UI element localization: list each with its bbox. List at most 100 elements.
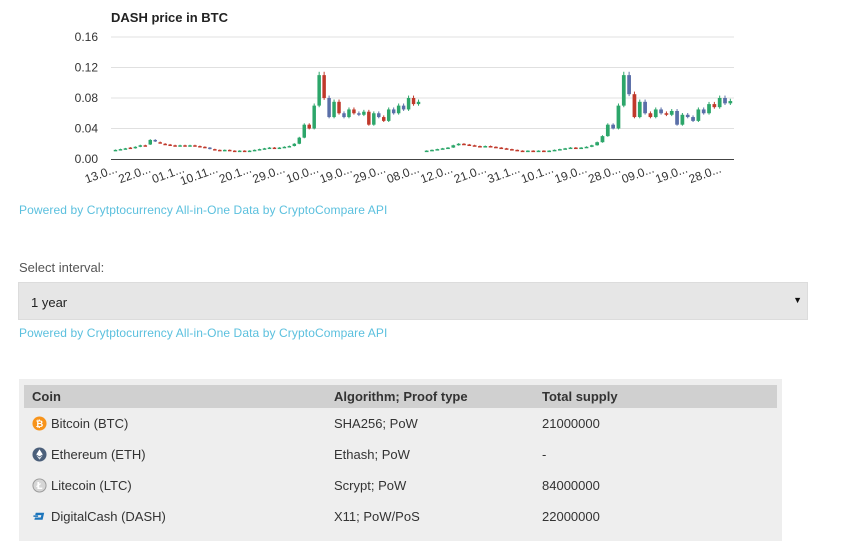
candle-body — [472, 145, 477, 147]
candle-body — [685, 114, 690, 118]
powered-by-link[interactable]: Powered by Crytptocurrency All-in-One Da… — [19, 203, 388, 217]
candle-body — [411, 98, 416, 105]
x-tick-label: 28.0... — [687, 162, 723, 187]
bitcoin-icon: ₿ — [32, 416, 47, 431]
candle-body — [362, 111, 366, 115]
table-row[interactable]: DigitalCash (DASH) X11; PoW/PoS 22000000 — [24, 501, 777, 532]
candle-body — [113, 149, 118, 152]
candle-body — [637, 101, 642, 118]
candle-body — [198, 146, 202, 148]
candle-body — [148, 139, 152, 145]
candle-body — [302, 124, 306, 138]
table-row[interactable]: Ł Litecoin (LTC) Scrypt; PoW 84000000 — [24, 470, 777, 501]
candle-body — [456, 143, 461, 146]
candle-body — [183, 145, 187, 147]
candle-body — [307, 124, 311, 129]
candle-body — [228, 149, 232, 152]
candle-body — [223, 149, 227, 152]
x-tick-label: 19.0... — [653, 162, 689, 187]
x-tick-label: 08.0... — [385, 162, 421, 187]
candle-body — [510, 149, 514, 151]
candle-body — [123, 148, 128, 150]
candle-body — [440, 148, 445, 150]
dash-icon — [33, 512, 45, 520]
candle-body — [462, 143, 466, 146]
candle-body — [382, 117, 386, 121]
header-coin: Coin — [24, 385, 326, 408]
x-tick-label: 19.0... — [318, 162, 354, 187]
candle-body — [312, 105, 316, 129]
candle-body — [648, 113, 653, 118]
coin-cell: ₿ Bitcoin (BTC) — [24, 408, 326, 439]
table-row[interactable]: ₿ Bitcoin (BTC) SHA256; PoW 21000000 — [24, 408, 777, 439]
powered-by-link-2[interactable]: Powered by Crytptocurrency All-in-One Da… — [19, 326, 388, 340]
candle-body — [728, 101, 733, 104]
candle-body — [247, 150, 252, 153]
candle-body — [188, 145, 192, 147]
candle-body — [158, 142, 162, 144]
candle-body — [494, 146, 498, 149]
candle-body — [669, 110, 674, 115]
algorithm-cell: Ethash; PoW — [334, 447, 410, 462]
candle-body — [552, 149, 557, 152]
candle-body — [367, 111, 371, 125]
candle-body — [128, 147, 133, 150]
coin-cell: Ethereum (ETH) — [24, 439, 326, 470]
candle-body — [589, 145, 594, 147]
chart-canvas: 0.160.120.080.040.0013.0...22.0...01.1..… — [75, 30, 734, 189]
candle-body — [707, 104, 711, 114]
candle-body — [143, 145, 148, 147]
candle-body — [611, 124, 615, 129]
candle-body — [257, 149, 262, 151]
x-tick-label: 22.0... — [116, 162, 152, 187]
candle-body — [712, 104, 717, 108]
candle-body — [653, 109, 658, 118]
candle-body — [282, 146, 287, 149]
candle-body — [178, 145, 182, 147]
x-tick-label: 28.0... — [586, 162, 622, 187]
candle-body — [526, 150, 530, 153]
candle-body — [386, 109, 391, 121]
y-tick-label: 0.00 — [75, 152, 99, 166]
candle-body — [292, 143, 297, 147]
x-tick-label: 10.0... — [284, 162, 320, 187]
candle-body — [701, 109, 706, 114]
candle-body — [391, 109, 396, 114]
coin-cell: Ł Litecoin (LTC) — [24, 470, 326, 501]
table-row[interactable]: Ethereum (ETH) Ethash; PoW - — [24, 439, 777, 470]
candle-body — [406, 98, 411, 110]
x-tick-label: 29.0... — [351, 162, 387, 187]
candle-body — [163, 143, 167, 146]
candle-body — [483, 146, 488, 148]
x-tick-label: 10.11... — [178, 162, 220, 189]
candle-body — [153, 139, 157, 142]
candle-body — [237, 150, 242, 153]
candle-body — [416, 101, 421, 105]
y-tick-label: 0.16 — [75, 30, 99, 44]
candle-body — [595, 142, 600, 146]
interval-label: Select interval: — [19, 260, 105, 275]
candle-body — [675, 110, 679, 125]
x-tick-label: 31.1... — [486, 162, 522, 187]
candle-body — [478, 146, 482, 148]
candle-body — [430, 149, 434, 152]
x-tick-label: 29.0... — [251, 162, 287, 187]
x-tick-label: 10.1... — [519, 162, 555, 187]
chevron-down-icon: ▼ — [793, 295, 802, 305]
candle-body — [691, 117, 695, 121]
candle-body — [632, 94, 637, 118]
candle-body — [557, 149, 562, 151]
algorithm-cell: X11; PoW/PoS — [334, 509, 420, 524]
candle-body — [173, 145, 177, 147]
litecoin-icon: Ł — [32, 478, 47, 493]
x-tick-label: 19.0... — [553, 162, 589, 187]
y-tick-label: 0.12 — [75, 61, 99, 75]
candle-body — [232, 150, 237, 153]
coin-name: Bitcoin (BTC) — [51, 416, 129, 431]
interval-select[interactable]: 1 year ▼ — [18, 282, 808, 320]
candle-body — [297, 137, 302, 144]
price-chart: DASH price in BTC 0.16 0.12 0.08 0.04 0.00 13… — [0, 0, 842, 200]
candle-body — [568, 147, 573, 150]
candle-body — [643, 101, 647, 114]
header-algorithm: Algorithm; Proof type — [326, 385, 534, 408]
